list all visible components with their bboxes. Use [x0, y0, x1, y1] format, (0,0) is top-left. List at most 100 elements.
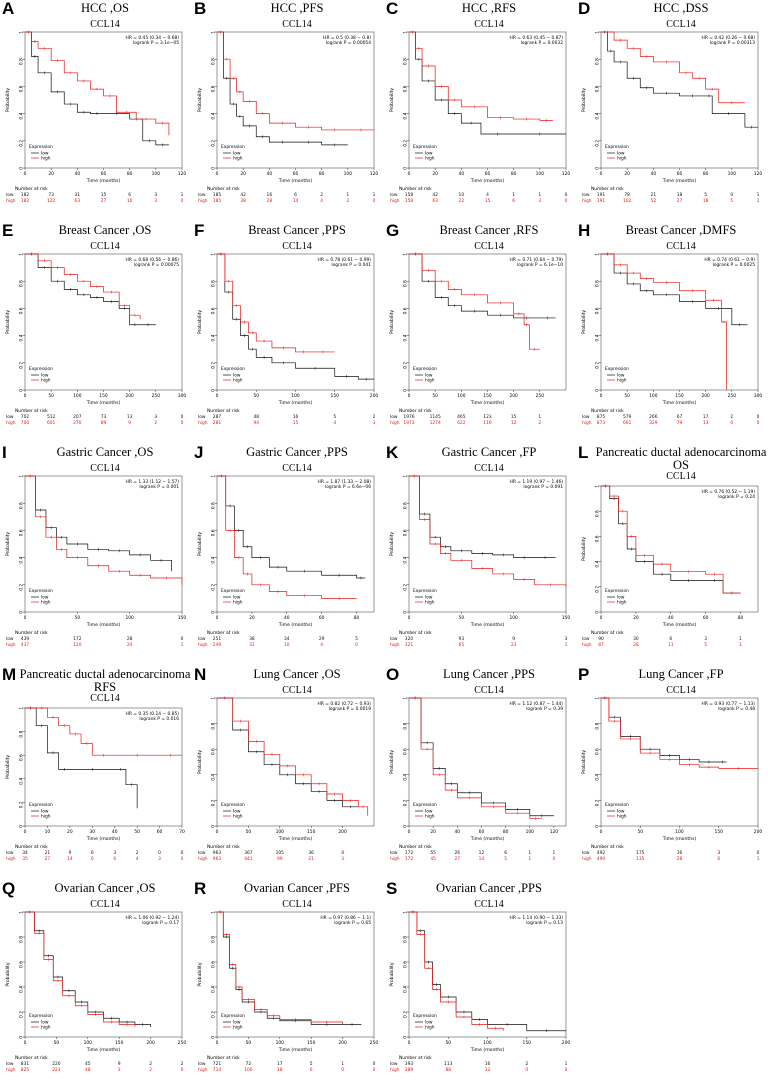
legend-label-low: low	[233, 1020, 241, 1026]
y-tick-label: 0.8	[19, 936, 25, 943]
km-panel-a: A HCC ,OS CCL14 0 0.2 0.4 0.6 0.8 1 0 20 40 60 80 100 1…	[0, 0, 192, 220]
x-tick-label: 120	[550, 829, 559, 835]
panel-gene-subtitle: CCL14	[666, 19, 696, 30]
risk-count-high: 18	[703, 198, 709, 204]
y-tick-label: 0.2	[595, 799, 601, 806]
x-tick-label: 50	[253, 393, 259, 399]
panel-title: Pancreatic ductal adenocarcinoma	[595, 445, 767, 459]
risk-count-low: 0	[373, 1061, 376, 1067]
y-tick-label: 0.2	[403, 1011, 409, 1018]
risk-count-high: 0	[181, 1067, 184, 1073]
y-tick-label: 0.6	[19, 529, 25, 536]
hazard-ratio: HR = 1.14 (0.90 − 1.33)	[510, 915, 564, 921]
panel-gene-subtitle: CCL14	[474, 19, 504, 30]
survival-curve-high	[217, 697, 369, 816]
risk-count-high: 185	[213, 198, 222, 204]
legend-label-high: high	[41, 378, 51, 384]
x-tick-label: 40	[668, 615, 674, 621]
km-panel-j: J Gastric Cancer ,PPS CCL14 0 0.2 0.4 0.6 0.8 1 0…	[192, 444, 384, 664]
risk-count-low: 16	[485, 1061, 491, 1067]
x-tick-label: 20	[67, 829, 73, 835]
x-axis-label: Time (months)	[662, 400, 697, 406]
legend-label-high: high	[233, 600, 243, 606]
y-tick-label: 0	[211, 167, 217, 170]
risk-count-low: 1	[757, 192, 760, 198]
panel-gene-subtitle: CCL14	[282, 19, 312, 30]
panel-letter: K	[386, 444, 399, 462]
panel-letter: E	[2, 222, 14, 240]
number-at-risk-label: Number at risk	[591, 186, 624, 192]
risk-count-high: 0	[757, 420, 760, 426]
risk-count-low: 16	[677, 850, 683, 856]
panel-title: Breast Cancer ,OS	[58, 223, 152, 237]
km-plot: 00.20.40.60.810 50 100 150 200ProbabilityTim…	[389, 910, 571, 1073]
risk-row-label-high: high	[198, 1067, 208, 1073]
risk-row-label-low: low	[198, 636, 206, 642]
panel-gene-subtitle: CCL14	[90, 241, 120, 252]
risk-count-high: 65	[459, 642, 465, 648]
y-axis-label: Probability	[5, 532, 11, 557]
risk-count-low: 16	[293, 414, 299, 420]
km-plot: 00.20.40.60.810 50 100 150 200 250 300Probabil…	[5, 252, 186, 426]
y-tick-label: 1	[595, 253, 601, 256]
x-axis-label: Time (months)	[278, 622, 313, 628]
panel-gene-subtitle: CCL14	[474, 241, 504, 252]
risk-count-high: 27	[101, 198, 107, 204]
risk-count-high: 1	[565, 642, 568, 648]
x-tick-label: 20	[240, 171, 246, 177]
risk-row-label-high: high	[6, 1067, 16, 1073]
hazard-ratio: HR = 1.06 (0.92 − 1.24)	[126, 915, 180, 921]
legend-title: Expression	[29, 588, 53, 594]
risk-count-low: 1145	[430, 414, 441, 420]
km-plot: 00.20.40.60.810 20 40 60 80 100 120Probability…	[389, 30, 570, 204]
risk-count-low: 721	[213, 1061, 222, 1067]
y-axis-label: Probability	[5, 310, 11, 335]
risk-count-high: 0	[181, 420, 184, 426]
risk-row-label-low: low	[198, 850, 206, 856]
km-panel-i: I Gastric Cancer ,OS CCL14 0 0.2 0.4 0.6 0.8 1 0 5…	[0, 444, 192, 664]
risk-count-high: 2	[346, 198, 349, 204]
number-at-risk-label: Number at risk	[15, 844, 48, 850]
risk-count-low: 18	[677, 192, 683, 198]
y-tick-label: 0.4	[403, 112, 409, 119]
risk-row-label-low: low	[6, 192, 14, 198]
risk-count-low: 0	[181, 636, 184, 642]
legend-label-low: low	[617, 151, 625, 157]
km-panel-f: F Breast Cancer ,PPS CCL14 0 0.2 0.4 0.6 0.8 1 0 5…	[192, 222, 384, 442]
x-tick-label: 100	[125, 615, 134, 621]
risk-count-low: 1	[181, 192, 184, 198]
risk-count-high: 12	[511, 420, 517, 426]
risk-count-low: 266	[649, 414, 658, 420]
x-tick-label: 0	[24, 1040, 27, 1046]
km-plot: 00.20.40.60.810 50 100 150 200 250 300Probabil…	[581, 252, 762, 426]
legend-label-low: low	[41, 373, 49, 379]
risk-count-low: 29	[319, 636, 325, 642]
x-tick-label: 50	[134, 829, 140, 835]
risk-row-label-low: low	[6, 636, 14, 642]
number-at-risk-label: Number at risk	[15, 630, 48, 636]
x-tick-label: 0	[216, 829, 219, 835]
panel-title: HCC ,RFS	[461, 1, 517, 15]
risk-count-high: 6	[91, 856, 94, 862]
panel-letter: G	[386, 222, 400, 240]
risk-count-low: 182	[21, 192, 30, 198]
panel-gene-subtitle: CCL14	[474, 463, 504, 474]
logrank-p: logrank P = 6.1e−10	[517, 262, 563, 268]
y-tick-label: 0.6	[211, 529, 217, 536]
risk-count-high: 28	[267, 198, 273, 204]
risk-count-low: 3	[154, 192, 157, 198]
x-tick-label: 200	[562, 1040, 571, 1046]
risk-count-low: 73	[48, 192, 54, 198]
risk-count-high: 825	[21, 1067, 30, 1073]
risk-count-low: 831	[21, 1061, 30, 1067]
y-tick-label: 1	[595, 485, 601, 488]
risk-count-low: 93	[459, 636, 465, 642]
risk-count-high: 11	[668, 642, 674, 648]
number-at-risk-label: Number at risk	[15, 408, 48, 414]
risk-count-high: 100	[244, 1067, 253, 1073]
logrank-p: logrank P = 0.13	[526, 920, 563, 926]
y-tick-label: 0.2	[595, 362, 601, 369]
x-axis-label: Time (months)	[470, 836, 505, 842]
y-axis-label: Probability	[5, 962, 11, 987]
risk-count-low: 12	[479, 850, 485, 856]
